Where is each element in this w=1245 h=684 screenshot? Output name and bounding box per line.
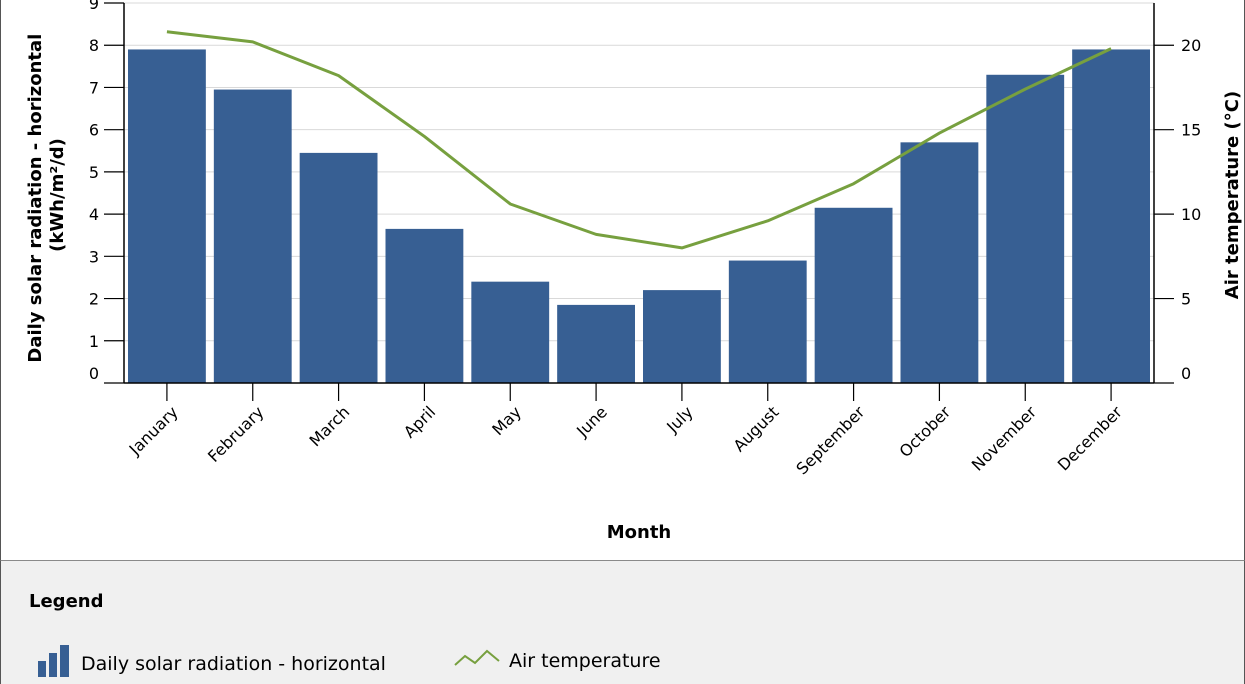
legend-item-air-temperature: Air temperature bbox=[453, 643, 661, 678]
y-left-tick-label: 9 bbox=[89, 0, 99, 13]
bar bbox=[128, 49, 206, 383]
y-left-tick-label: 1 bbox=[89, 332, 99, 351]
y-left-tick-label: 8 bbox=[89, 36, 99, 55]
chart-area: 0 1 2 3 4 5 6 7 8 9 0 5 10 15 20 January February March Ap… bbox=[0, 0, 1245, 560]
y-axis-left-title-line1: Daily solar radiation - horizontal bbox=[25, 34, 46, 363]
y-left-tick-label: 2 bbox=[89, 290, 99, 309]
x-tick-label: October bbox=[896, 402, 955, 461]
bar-chart-icon bbox=[37, 643, 73, 684]
y-left-tick-label: 5 bbox=[89, 163, 99, 182]
x-tick-label: November bbox=[968, 402, 1041, 475]
x-tick-label: May bbox=[488, 402, 525, 439]
axes bbox=[104, 2, 1174, 401]
x-tick-label: December bbox=[1054, 402, 1126, 474]
bar bbox=[557, 304, 635, 383]
y-axis-left-title-line2: (kWh/m²/d) bbox=[47, 138, 68, 252]
bar bbox=[1072, 49, 1150, 383]
bar bbox=[643, 290, 721, 383]
x-tick-label: August bbox=[730, 402, 783, 455]
bar bbox=[385, 228, 464, 383]
legend-title: Legend bbox=[29, 591, 104, 612]
bar-series bbox=[128, 49, 1150, 384]
x-axis-title: Month bbox=[607, 522, 672, 543]
x-tick-label: April bbox=[400, 402, 439, 441]
bar bbox=[213, 89, 292, 384]
x-tick-label: March bbox=[305, 402, 353, 450]
legend-panel: Legend Daily solar radiation - horizonta… bbox=[0, 560, 1245, 684]
bar bbox=[814, 207, 893, 383]
bar bbox=[471, 281, 550, 383]
y-left-tick-label: 6 bbox=[89, 121, 99, 140]
x-tick-label: January bbox=[125, 402, 182, 459]
legend-label-solar-radiation: Daily solar radiation - horizontal bbox=[81, 652, 386, 675]
y-left-tick-label: 4 bbox=[89, 205, 99, 224]
legend-item-solar-radiation: Daily solar radiation - horizontal bbox=[37, 643, 386, 684]
line-series bbox=[166, 30, 1112, 250]
gridlines bbox=[124, 2, 1154, 342]
air-temperature-line bbox=[166, 30, 1112, 250]
line-chart-icon bbox=[453, 643, 501, 678]
y-right-tick-label: 5 bbox=[1181, 290, 1191, 309]
legend-label-air-temperature: Air temperature bbox=[509, 649, 661, 672]
bar bbox=[900, 142, 979, 383]
x-tick-label: February bbox=[204, 402, 268, 466]
x-tick-label: June bbox=[572, 402, 611, 441]
bar bbox=[986, 74, 1065, 384]
y-left-tick-label: 0 bbox=[89, 364, 99, 383]
x-tick-label: July bbox=[662, 402, 696, 436]
y-right-tick-label: 15 bbox=[1181, 121, 1201, 140]
y-axis-left-title: Daily solar radiation - horizontal (kWh/… bbox=[25, 27, 68, 362]
y-axis-right-title: Air temperature (°C) bbox=[1222, 91, 1243, 299]
x-tick-label: September bbox=[792, 402, 868, 478]
y-right-tick-label: 0 bbox=[1181, 364, 1191, 383]
y-right-tick-label: 20 bbox=[1181, 36, 1201, 55]
bar bbox=[299, 152, 378, 383]
y-left-tick-label: 7 bbox=[89, 78, 99, 97]
combo-chart: 0 1 2 3 4 5 6 7 8 9 0 5 10 15 20 January February March Ap… bbox=[25, 0, 1243, 543]
y-left-tick-label: 3 bbox=[89, 247, 99, 266]
bar bbox=[728, 260, 807, 383]
y-right-tick-label: 10 bbox=[1181, 205, 1201, 224]
